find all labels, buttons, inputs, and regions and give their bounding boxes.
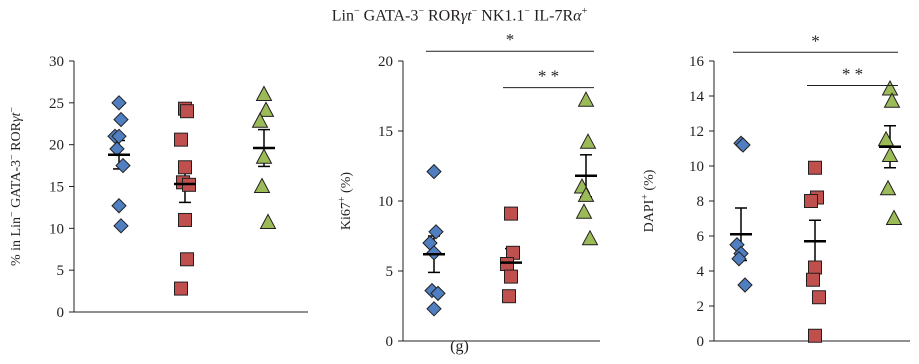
significance-label: * xyxy=(506,30,515,49)
y-axis-label: % in Lin− GATA-3− RORγt− xyxy=(7,107,25,266)
data-point xyxy=(735,137,751,153)
figure-title-part: NK1.1 xyxy=(477,7,525,25)
significance-label: * xyxy=(811,31,820,50)
data-point xyxy=(178,212,192,227)
data-point xyxy=(111,95,127,111)
figure-title-part: + xyxy=(581,6,588,17)
y-tick-label: 25 xyxy=(49,96,64,112)
data-point xyxy=(430,285,446,302)
figure-title-part: Lin xyxy=(331,7,354,25)
data-point xyxy=(812,290,826,305)
data-point xyxy=(426,301,442,317)
y-tick-label: 10 xyxy=(378,194,393,210)
y-tick-label: 6 xyxy=(697,229,705,245)
figure-title-part: ROR xyxy=(424,7,461,25)
data-point xyxy=(180,252,194,267)
figure-title-part: − xyxy=(524,6,531,17)
y-tick-label: 8 xyxy=(697,194,705,210)
data-point xyxy=(877,130,895,147)
figure-title-part: GATA-3 xyxy=(359,7,419,25)
data-point xyxy=(737,277,753,293)
data-point xyxy=(174,281,188,296)
y-tick-label: 5 xyxy=(57,263,65,279)
y-axis-label: Ki67+ (%) xyxy=(337,172,355,230)
y-axis-label: DAPI+ (%) xyxy=(640,169,658,232)
y-tick-label: 20 xyxy=(49,138,64,154)
y-tick-label: 2 xyxy=(697,299,705,315)
figure-title-part: − xyxy=(471,6,478,17)
y-tick-label: 15 xyxy=(378,124,393,140)
data-point xyxy=(111,198,127,214)
data-point xyxy=(577,91,595,107)
data-point xyxy=(731,251,747,267)
data-point xyxy=(180,104,194,119)
significance-label: * * xyxy=(842,65,863,84)
data-point xyxy=(428,224,444,240)
data-point xyxy=(504,269,518,284)
data-point xyxy=(879,179,897,196)
data-point xyxy=(257,101,275,117)
figure-title-part: − xyxy=(418,6,424,17)
y-tick-label: 4 xyxy=(697,264,705,280)
data-point xyxy=(808,160,822,175)
chart-panel-dapi: 0 2 4 6 8 10 12 14 16 DAPI+ (%) * * * xyxy=(640,31,910,350)
y-tick-label: 14 xyxy=(689,89,705,105)
chart-panel-cell-frequency: 0 5 10 15 20 25 30 % in Lin− GATA-3− RORγt− xyxy=(7,54,308,321)
panel-label: (g) xyxy=(450,338,469,355)
data-point xyxy=(881,146,899,162)
y-tick-label: 10 xyxy=(689,159,704,175)
figure-title-part: α xyxy=(573,7,582,25)
y-tick-label: 12 xyxy=(689,124,704,140)
data-point xyxy=(115,157,131,174)
data-point xyxy=(885,209,903,225)
data-point xyxy=(113,111,129,128)
data-point xyxy=(575,203,593,219)
data-point xyxy=(577,186,595,202)
data-point xyxy=(259,213,277,229)
y-tick-label: 16 xyxy=(689,54,705,70)
data-point xyxy=(178,160,192,175)
data-point xyxy=(581,229,599,246)
data-point xyxy=(804,194,818,208)
y-tick-label: 0 xyxy=(386,334,394,350)
y-tick-label: 0 xyxy=(57,305,65,321)
data-point xyxy=(174,132,188,147)
y-tick-label: 15 xyxy=(49,180,64,196)
data-point xyxy=(253,177,271,193)
data-point xyxy=(881,79,899,96)
data-point xyxy=(255,148,273,164)
y-tick-label: 0 xyxy=(697,334,705,350)
data-point xyxy=(808,260,822,275)
data-point xyxy=(426,245,442,261)
figure-title-part: IL-7R xyxy=(530,7,574,25)
data-point xyxy=(806,272,820,287)
data-point xyxy=(579,133,597,149)
significance-label: * * xyxy=(538,67,559,86)
figure-title-part: − xyxy=(354,6,360,17)
data-point xyxy=(500,257,514,271)
data-point xyxy=(251,112,269,128)
data-point xyxy=(808,328,822,343)
data-point xyxy=(502,289,516,304)
data-point xyxy=(426,163,442,180)
data-point xyxy=(883,92,901,108)
y-tick-label: 10 xyxy=(49,221,64,237)
figure-title-part: γt xyxy=(460,7,472,25)
y-tick-label: 20 xyxy=(378,54,393,70)
data-point xyxy=(255,85,273,101)
y-tick-label: 30 xyxy=(49,54,64,70)
figure-title: Lin− GATA-3− RORγt− NK1.1− IL-7Rα+ xyxy=(0,6,919,25)
data-point xyxy=(113,218,129,234)
y-tick-label: 5 xyxy=(386,264,394,280)
data-point xyxy=(504,206,518,221)
chart-panel-ki67: 0 5 10 15 20 Ki67+ (%) * * * xyxy=(337,30,600,350)
